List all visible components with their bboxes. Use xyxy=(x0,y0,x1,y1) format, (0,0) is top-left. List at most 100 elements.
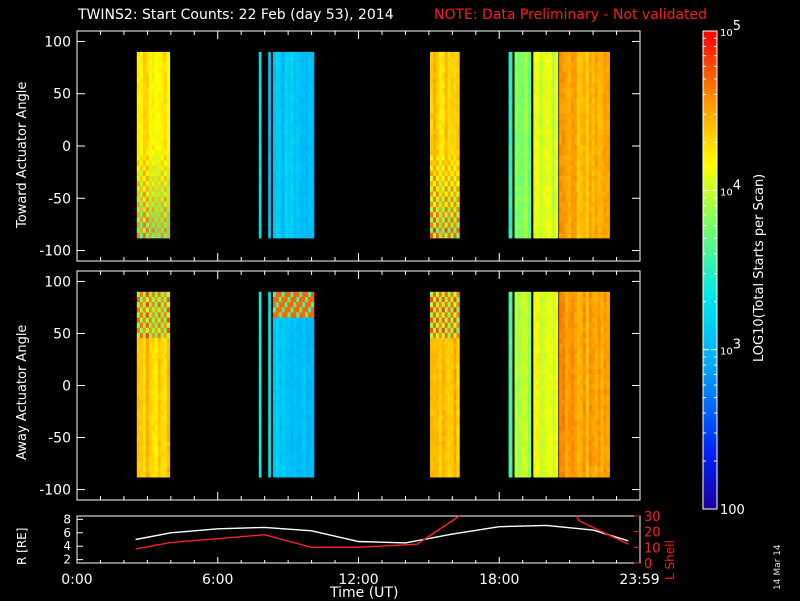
toward-cell xyxy=(595,161,598,167)
away-cell xyxy=(296,462,299,468)
toward-cell xyxy=(601,181,604,187)
toward-cell xyxy=(583,212,586,218)
away-cell xyxy=(149,292,152,298)
away-cell xyxy=(259,379,262,385)
toward-cell xyxy=(515,119,519,125)
toward-cell xyxy=(565,150,568,156)
toward-cell xyxy=(288,83,291,89)
toward-cell xyxy=(291,155,294,161)
away-cell xyxy=(442,472,445,478)
toward-cell xyxy=(164,88,167,94)
away-cell xyxy=(288,472,291,478)
away-cell xyxy=(552,338,556,344)
toward-cell xyxy=(146,161,149,167)
toward-cell xyxy=(528,114,532,120)
toward-cell xyxy=(559,176,562,182)
toward-cell xyxy=(268,67,271,73)
away-cell xyxy=(580,297,583,303)
away-cell xyxy=(546,364,550,370)
away-cell xyxy=(568,359,571,365)
away-cell xyxy=(276,467,279,473)
toward-cell xyxy=(167,135,170,141)
away-cell xyxy=(533,400,537,406)
toward-cell xyxy=(282,217,285,223)
away-cell xyxy=(524,441,528,447)
toward-cell xyxy=(299,93,302,99)
toward-cell xyxy=(518,52,522,58)
away-cell xyxy=(607,354,610,360)
toward-cell xyxy=(439,114,442,120)
away-cell xyxy=(518,431,522,437)
away-cell xyxy=(515,297,519,303)
toward-cell xyxy=(433,181,436,187)
toward-cell xyxy=(543,171,547,177)
away-cell xyxy=(276,292,279,298)
away-cell xyxy=(555,457,559,463)
away-cell xyxy=(604,374,607,380)
away-cell xyxy=(137,467,140,473)
away-cell xyxy=(571,323,574,329)
away-cell xyxy=(524,318,528,324)
away-cell xyxy=(164,462,167,468)
away-cell xyxy=(583,354,586,360)
toward-cell xyxy=(311,83,314,89)
away-cell xyxy=(524,364,528,370)
away-cell xyxy=(288,441,291,447)
toward-cell xyxy=(536,217,540,223)
toward-cell xyxy=(302,78,305,84)
away-cell xyxy=(586,451,589,457)
away-cell xyxy=(565,426,568,432)
toward-cell xyxy=(430,140,433,146)
away-cell xyxy=(305,410,308,416)
toward-cell xyxy=(549,197,553,203)
away-cell xyxy=(137,379,140,385)
away-cell xyxy=(308,312,311,318)
away-cell xyxy=(436,426,439,432)
toward-cell xyxy=(524,192,528,198)
toward-cell xyxy=(543,197,547,203)
away-cell xyxy=(259,436,262,442)
away-cell xyxy=(528,390,532,396)
away-cell xyxy=(598,297,601,303)
toward-cell xyxy=(565,176,568,182)
away-cell xyxy=(430,410,433,416)
toward-cell xyxy=(296,104,299,110)
away-cell xyxy=(552,451,556,457)
toward-cell xyxy=(555,171,559,177)
away-cell xyxy=(140,457,143,463)
away-cell xyxy=(543,462,547,468)
away-cell xyxy=(577,457,580,463)
toward-cell xyxy=(259,145,262,151)
away-cell xyxy=(562,421,565,427)
toward-cell xyxy=(302,98,305,104)
toward-cell xyxy=(509,119,513,125)
toward-cell xyxy=(565,62,568,68)
toward-cell xyxy=(583,88,586,94)
away-cell xyxy=(140,333,143,339)
toward-cell xyxy=(568,233,571,239)
away-cell xyxy=(598,338,601,344)
away-cell xyxy=(509,436,513,442)
toward-cell xyxy=(308,176,311,182)
toward-cell xyxy=(158,197,161,203)
away-cell xyxy=(305,343,308,349)
toward-cell xyxy=(445,207,448,213)
away-cell xyxy=(282,312,285,318)
away-cell xyxy=(515,405,519,411)
toward-cell xyxy=(259,161,262,167)
toward-cell xyxy=(543,62,547,68)
away-cell xyxy=(583,415,586,421)
toward-cell xyxy=(279,228,282,234)
away-cell xyxy=(305,359,308,365)
away-cell xyxy=(586,421,589,427)
away-cell xyxy=(583,441,586,447)
toward-cell xyxy=(146,124,149,130)
toward-cell xyxy=(288,161,291,167)
toward-cell xyxy=(296,186,299,192)
away-cell xyxy=(536,379,540,385)
toward-cell xyxy=(445,119,448,125)
away-cell xyxy=(436,467,439,473)
away-cell xyxy=(604,451,607,457)
toward-cell xyxy=(296,62,299,68)
away-cell xyxy=(439,436,442,442)
